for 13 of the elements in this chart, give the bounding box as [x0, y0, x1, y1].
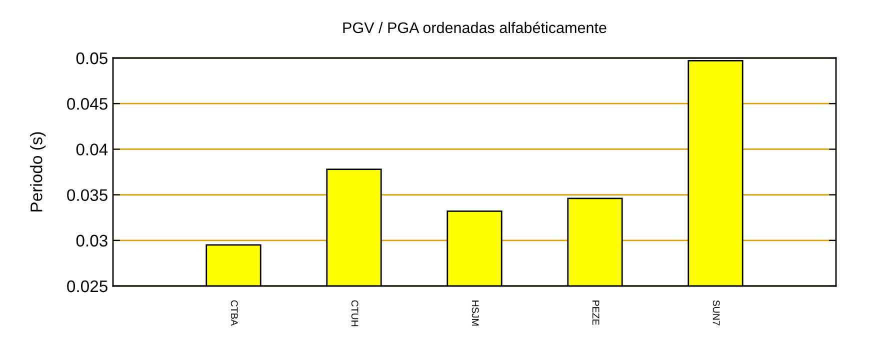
y-axis-title: Periodo (s): [30, 132, 46, 212]
y-tick-label: 0.025: [67, 280, 108, 292]
y-tick-label: 0.05: [76, 52, 108, 64]
x-tick-label: CTUH: [351, 300, 358, 326]
x-tick-label: CTBA: [230, 300, 238, 326]
chart-title: PGV / PGA ordenadas alfabéticamente: [343, 22, 606, 34]
y-tick-label: 0.03: [76, 234, 108, 247]
y-tick-label: 0.04: [76, 144, 108, 156]
x-tick-label: PEZE: [592, 300, 600, 325]
x-tick-label: SUN7: [712, 300, 720, 326]
y-tick-label: 0.035: [67, 189, 108, 202]
y-tick-label: 0.045: [67, 98, 108, 110]
x-tick-label: HSJM: [472, 300, 479, 326]
